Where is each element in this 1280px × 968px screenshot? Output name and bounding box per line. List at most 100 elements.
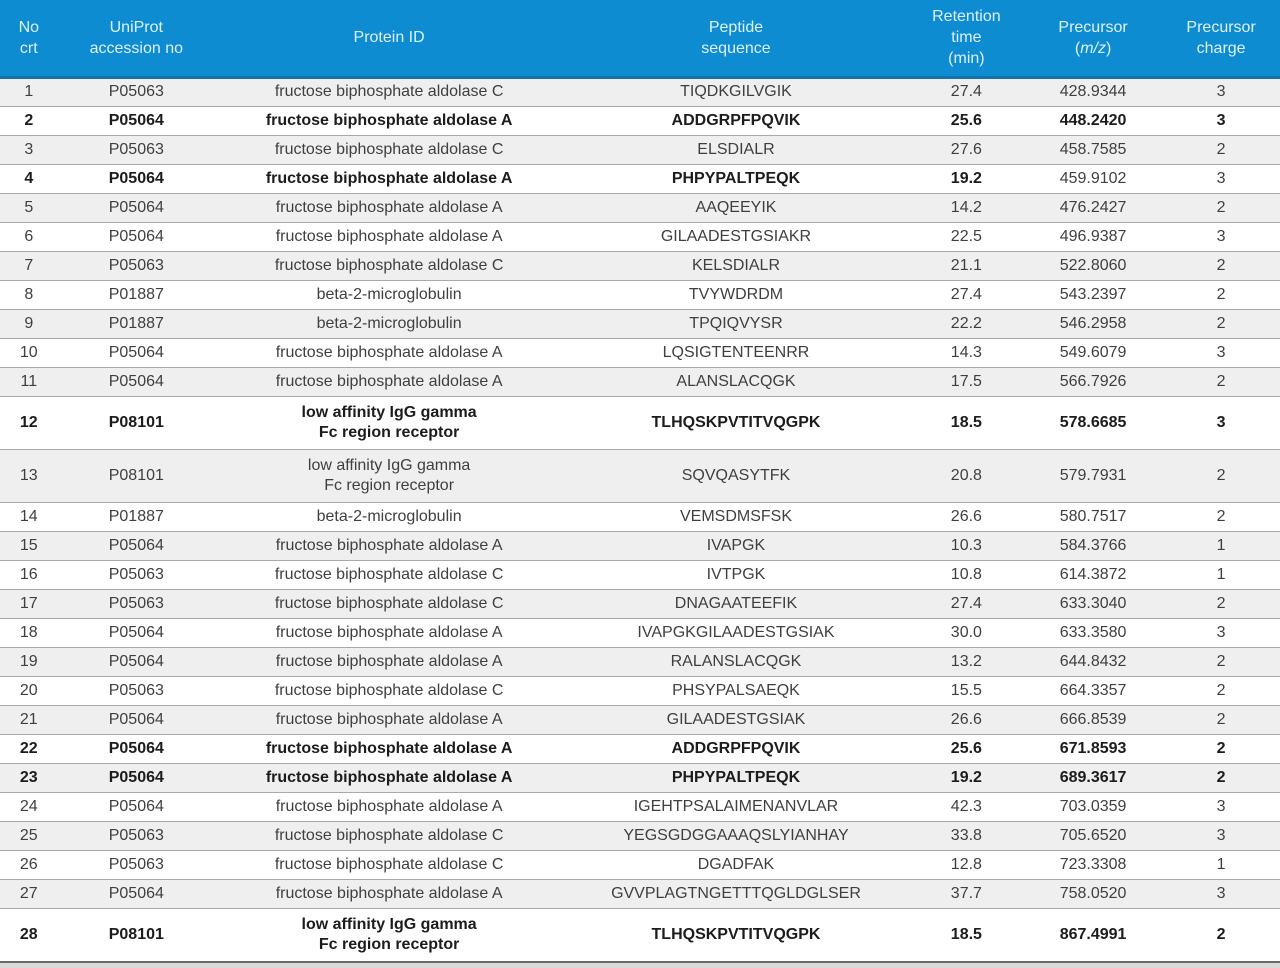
cell-accession: P05064 xyxy=(57,762,216,792)
cell-no: 19 xyxy=(0,646,58,676)
cell-peptide: IGEHTPSALAIMENANVLAR xyxy=(563,791,909,821)
table-row: 7 P05063 fructose biphosphate aldolase C KE… xyxy=(0,250,1280,280)
cell-peptide: TPQIQVYSR xyxy=(563,308,909,338)
cell-mz: 614.3872 xyxy=(1023,559,1163,589)
cell-accession: P05064 xyxy=(57,105,216,135)
cell-rt: 17.5 xyxy=(908,366,1024,396)
cell-rt: 22.5 xyxy=(908,221,1024,251)
cell-no: 27 xyxy=(0,878,58,908)
cell-accession: P05064 xyxy=(57,192,216,222)
header-line: No xyxy=(18,18,40,36)
cell-protein: fructose biphosphate aldolase C xyxy=(215,250,564,280)
cell-no: 8 xyxy=(0,279,58,309)
cell-charge: 3 xyxy=(1162,77,1280,106)
header-line: accession no xyxy=(89,39,183,57)
header-line-mz: (m/z) xyxy=(1074,39,1112,57)
cell-accession: P05064 xyxy=(57,337,216,367)
cell-accession: P05063 xyxy=(57,559,216,589)
column-header-mz: Precursor (m/z) xyxy=(1023,0,1163,79)
header-line: sequence xyxy=(701,39,771,57)
cell-peptide: SQVQASYTFK xyxy=(563,448,909,502)
cell-charge: 2 xyxy=(1162,762,1280,792)
cell-mz: 549.6079 xyxy=(1023,337,1163,367)
cell-mz: 566.7926 xyxy=(1023,366,1163,396)
cell-charge: 2 xyxy=(1162,192,1280,222)
cell-charge: 2 xyxy=(1162,250,1280,280)
cell-no: 12 xyxy=(0,395,58,449)
header-line: charge xyxy=(1196,39,1246,57)
cell-no: 14 xyxy=(0,501,58,531)
header-line: Precursor xyxy=(1058,18,1128,36)
cell-protein: fructose biphosphate aldolase A xyxy=(215,646,564,676)
cell-rt: 22.2 xyxy=(908,308,1024,338)
cell-rt: 27.4 xyxy=(908,588,1024,618)
cell-mz: 664.3357 xyxy=(1023,675,1163,705)
cell-no: 6 xyxy=(0,221,58,251)
cell-protein: fructose biphosphate aldolase A xyxy=(215,733,564,763)
cell-rt: 26.6 xyxy=(908,501,1024,531)
bottom-strip xyxy=(0,961,1280,968)
cell-accession: P05064 xyxy=(57,617,216,647)
cell-protein: beta-2-microglobulin xyxy=(215,501,564,531)
cell-no: 17 xyxy=(0,588,58,618)
table-row: 28 P08101 low affinity IgG gamma Fc region… xyxy=(0,907,1280,961)
cell-charge: 2 xyxy=(1162,588,1280,618)
cell-no: 25 xyxy=(0,820,58,850)
cell-mz: 703.0359 xyxy=(1023,791,1163,821)
cell-protein: fructose biphosphate aldolase A xyxy=(215,704,564,734)
cell-charge: 1 xyxy=(1162,530,1280,560)
cell-peptide: GILAADESTGSIAKR xyxy=(563,221,909,251)
cell-rt: 27.4 xyxy=(908,77,1024,106)
cell-mz: 705.6520 xyxy=(1023,820,1163,850)
cell-mz: 666.8539 xyxy=(1023,704,1163,734)
cell-no: 5 xyxy=(0,192,58,222)
cell-peptide: ADDGRPFPQVIK xyxy=(563,105,909,135)
cell-charge: 3 xyxy=(1162,820,1280,850)
cell-no: 11 xyxy=(0,366,58,396)
header-line: Precursor xyxy=(1186,18,1256,36)
cell-protein: fructose biphosphate aldolase A xyxy=(215,192,564,222)
cell-no: 20 xyxy=(0,675,58,705)
cell-mz: 579.7931 xyxy=(1023,448,1163,502)
cell-protein: fructose biphosphate aldolase A xyxy=(215,617,564,647)
header-line: (min) xyxy=(948,50,985,68)
cell-accession: P05064 xyxy=(57,163,216,193)
cell-peptide: DGADFAK xyxy=(563,849,909,879)
cell-no: 3 xyxy=(0,134,58,164)
cell-rt: 13.2 xyxy=(908,646,1024,676)
table-row: 1 P05063 fructose biphosphate aldolase C TI… xyxy=(0,77,1280,106)
cell-protein: fructose biphosphate aldolase A xyxy=(215,163,564,193)
cell-accession: P05064 xyxy=(57,704,216,734)
cell-charge: 2 xyxy=(1162,733,1280,763)
cell-rt: 37.7 xyxy=(908,878,1024,908)
cell-accession: P08101 xyxy=(57,907,216,961)
cell-peptide: IVTPGK xyxy=(563,559,909,589)
cell-rt: 14.3 xyxy=(908,337,1024,367)
cell-rt: 19.2 xyxy=(908,163,1024,193)
cell-rt: 25.6 xyxy=(908,105,1024,135)
cell-peptide: IVAPGK xyxy=(563,530,909,560)
cell-no: 16 xyxy=(0,559,58,589)
cell-mz: 448.2420 xyxy=(1023,105,1163,135)
cell-rt: 18.5 xyxy=(908,395,1024,449)
cell-no: 23 xyxy=(0,762,58,792)
cell-peptide: GILAADESTGSIAK xyxy=(563,704,909,734)
cell-mz: 633.3040 xyxy=(1023,588,1163,618)
cell-rt: 42.3 xyxy=(908,791,1024,821)
cell-charge: 2 xyxy=(1162,646,1280,676)
cell-peptide: VEMSDMSFSK xyxy=(563,501,909,531)
cell-rt: 10.3 xyxy=(908,530,1024,560)
cell-no: 2 xyxy=(0,105,58,135)
cell-charge: 2 xyxy=(1162,675,1280,705)
cell-rt: 10.8 xyxy=(908,559,1024,589)
cell-no: 24 xyxy=(0,791,58,821)
table-row: 4 P05064 fructose biphosphate aldolase A PH… xyxy=(0,163,1280,193)
column-header-peptide: Peptide sequence xyxy=(563,0,909,79)
cell-no: 7 xyxy=(0,250,58,280)
